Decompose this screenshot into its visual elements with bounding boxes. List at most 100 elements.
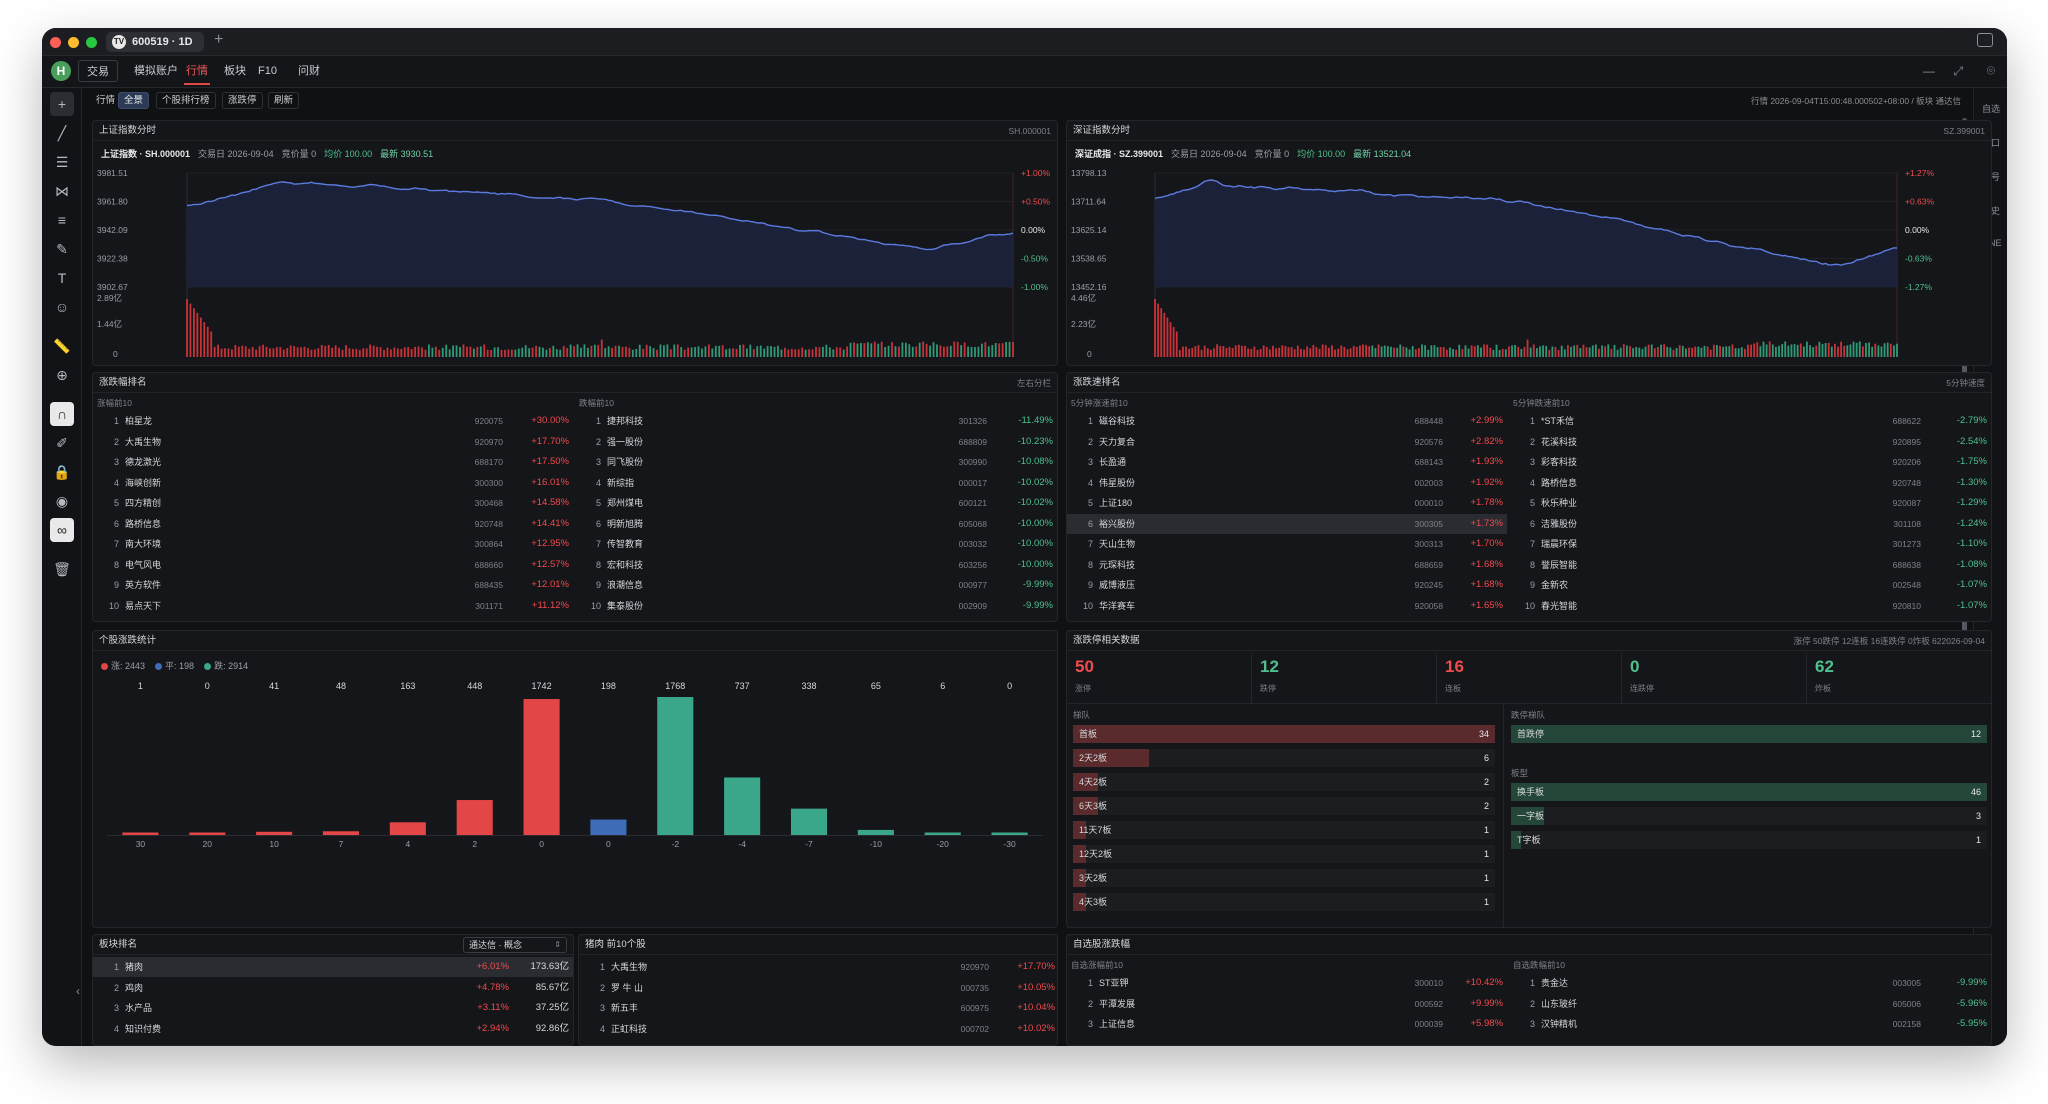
ladder-row[interactable]: 2天2板 6	[1073, 749, 1495, 767]
ladder-row[interactable]: 6天3板 2	[1073, 797, 1495, 815]
lock-drawing-icon[interactable]: ✐	[56, 435, 68, 451]
subnav-ranking[interactable]: 个股排行榜	[156, 92, 216, 109]
list-item[interactable]: 3 上证信息 000039 +5.98%	[1067, 1014, 1507, 1034]
list-item[interactable]: 7 瑞晨环保 301273 -1.10%	[1509, 534, 1991, 554]
zoom-in-icon[interactable]: ⊕	[56, 367, 68, 383]
list-item[interactable]: 6 明新旭腾 605068 -10.00%	[575, 514, 1057, 534]
ladder-row[interactable]: 首板 34	[1073, 725, 1495, 743]
list-item[interactable]: 2 罗 牛 山 000735 +10.05%	[579, 978, 1057, 998]
ladder-row[interactable]: 3天2板 1	[1073, 869, 1495, 887]
ladder-row[interactable]: 4天2板 2	[1073, 773, 1495, 791]
emoji-icon[interactable]: ☺	[54, 299, 70, 315]
list-item[interactable]: 8 电气风电 688660 +12.57%	[93, 555, 573, 575]
list-item[interactable]: 2 花溪科技 920895 -2.54%	[1509, 432, 1991, 452]
list-item[interactable]: 4 知识付费 +2.94% 92.86亿	[93, 1019, 573, 1039]
sector-source-select[interactable]: 通达信 · 概念 ⇕	[463, 937, 567, 953]
list-item[interactable]: 5 四方精创 300468 +14.58%	[93, 493, 573, 513]
sz-intraday-chart[interactable]: 13798.13 +1.27% 13711.64 +0.63% 13625.14 0.00…	[1067, 161, 1992, 366]
list-item[interactable]: 9 威博液压 920245 +1.68%	[1067, 575, 1507, 595]
list-item[interactable]: 1 猪肉 +6.01% 173.63亿	[93, 957, 573, 977]
refresh-button[interactable]: 刷新	[268, 92, 300, 109]
ladder-row[interactable]: T字板 1	[1511, 831, 1987, 849]
list-item[interactable]: 6 路桥信息 920748 +14.41%	[93, 514, 573, 534]
minimize-window-button[interactable]	[68, 37, 79, 48]
text-icon[interactable]: T	[57, 270, 67, 286]
list-item[interactable]: 9 金新农 002548 -1.07%	[1509, 575, 1991, 595]
list-item[interactable]: 7 传智教育 003032 -10.00%	[575, 534, 1057, 554]
list-item[interactable]: 4 海峡创新 300300 +16.01%	[93, 473, 573, 493]
list-item[interactable]: 1 大禹生物 920970 +17.70%	[579, 957, 1057, 977]
list-item[interactable]: 2 山东玻纤 605006 -5.96%	[1509, 994, 1991, 1014]
list-item[interactable]: 4 伟星股份 002003 +1.92%	[1067, 473, 1507, 493]
ladder-row[interactable]: 12天2板 1	[1073, 845, 1495, 863]
list-item[interactable]: 1 贵金达 003005 -9.99%	[1509, 973, 1991, 993]
menu-item-2[interactable]: 行情	[178, 60, 216, 85]
list-item[interactable]: 8 宏和科技 603256 -10.00%	[575, 555, 1057, 575]
ladder-row[interactable]: 4天3板 1	[1073, 893, 1495, 911]
ruler-icon[interactable]: 📏	[53, 338, 71, 354]
menu-item-0[interactable]: 交易	[78, 60, 118, 82]
list-item[interactable]: 3 长盈通 688143 +1.93%	[1067, 452, 1507, 472]
list-item[interactable]: 8 元琛科技 688659 +1.68%	[1067, 555, 1507, 575]
list-item[interactable]: 10 春光智能 920810 -1.07%	[1509, 596, 1991, 616]
list-item[interactable]: 7 南大环境 300864 +12.95%	[93, 534, 573, 554]
list-item[interactable]: 4 新综指 000017 -10.02%	[575, 473, 1057, 493]
trendline-icon[interactable]: ╱	[57, 125, 67, 141]
fib-icon[interactable]: ≡	[57, 212, 67, 228]
list-item[interactable]: 10 易点天下 301171 +11.12%	[93, 596, 573, 616]
link-icon[interactable]: ∞	[50, 518, 74, 542]
pattern-icon[interactable]: ⋈	[55, 183, 69, 199]
ladder-row[interactable]: 换手板 46	[1511, 783, 1987, 801]
list-item[interactable]: 6 洁雅股份 301108 -1.24%	[1509, 514, 1991, 534]
list-item[interactable]: 1 *ST禾信 688622 -2.79%	[1509, 411, 1991, 431]
layout-icon[interactable]	[1977, 33, 1993, 47]
list-item[interactable]: 4 路桥信息 920748 -1.30%	[1509, 473, 1991, 493]
subnav-limit[interactable]: 涨跌停	[222, 92, 263, 109]
list-item[interactable]: 9 浪潮信息 000977 -9.99%	[575, 575, 1057, 595]
list-item[interactable]: 1 ST亚钾 300010 +10.42%	[1067, 973, 1507, 993]
magnet-icon[interactable]: ∩	[50, 402, 74, 426]
list-item[interactable]: 7 天山生物 300313 +1.70%	[1067, 534, 1507, 554]
minimize-panel-icon[interactable]: —	[1923, 64, 1935, 78]
brush-icon[interactable]: ✎	[56, 241, 68, 257]
list-item[interactable]: 3 同飞股份 300990 -10.08%	[575, 452, 1057, 472]
list-item[interactable]: 2 强一股份 688809 -10.23%	[575, 432, 1057, 452]
list-item[interactable]: 6 裕兴股份 300305 +1.73%	[1067, 513, 1507, 534]
list-item[interactable]: 10 集泰股份 002909 -9.99%	[575, 596, 1057, 616]
list-item[interactable]: 5 秋乐种业 920087 -1.29%	[1509, 493, 1991, 513]
ladder-row[interactable]: 首跌停 12	[1511, 725, 1987, 743]
list-item[interactable]: 9 英方软件 688435 +12.01%	[93, 575, 573, 595]
list-item[interactable]: 3 水产品 +3.11% 37.25亿	[93, 998, 573, 1018]
lock-icon[interactable]: 🔒	[53, 464, 71, 480]
list-item[interactable]: 3 彩客科技 920206 -1.75%	[1509, 452, 1991, 472]
list-item[interactable]: 1 捷邦科技 301326 -11.49%	[575, 411, 1057, 431]
symbol-tab[interactable]: TV 600519 · 1D	[106, 32, 204, 52]
close-window-button[interactable]	[50, 37, 61, 48]
list-item[interactable]: 5 上证180 000010 +1.78%	[1067, 493, 1507, 513]
list-item[interactable]: 1 磁谷科技 688448 +2.99%	[1067, 411, 1507, 431]
ladder-row[interactable]: 一字板 3	[1511, 807, 1987, 825]
expand-icon[interactable]: ⤢	[1953, 64, 1963, 78]
horizontal-lines-icon[interactable]: ☰	[55, 154, 69, 170]
right-tool-watchlist[interactable]: 自选	[1981, 104, 2000, 114]
list-item[interactable]: 3 德龙激光 688170 +17.50%	[93, 452, 573, 472]
collapse-sidebar-icon[interactable]: ‹	[76, 984, 80, 998]
list-item[interactable]: 3 汉钟精机 002158 -5.95%	[1509, 1014, 1991, 1034]
list-item[interactable]: 1 柏星龙 920075 +30.00%	[93, 411, 573, 431]
app-logo[interactable]: H	[51, 61, 71, 81]
list-item[interactable]: 8 誉辰智能 688638 -1.08%	[1509, 555, 1991, 575]
subnav-overview[interactable]: 全景	[118, 92, 150, 109]
list-item[interactable]: 3 新五丰 600975 +10.04%	[579, 998, 1057, 1018]
menu-item-3[interactable]: 板块	[224, 65, 246, 77]
ladder-row[interactable]: 11天7板 1	[1073, 821, 1495, 839]
list-item[interactable]: 5 郑州煤电 600121 -10.02%	[575, 493, 1057, 513]
list-item[interactable]: 2 天力复合 920576 +2.82%	[1067, 432, 1507, 452]
menu-item-1[interactable]: 模拟账户	[134, 65, 178, 77]
trash-icon[interactable]: 🗑	[53, 561, 71, 577]
camera-icon[interactable]: ⌾	[1986, 62, 1995, 78]
new-tab-button[interactable]: +	[214, 31, 224, 48]
menu-item-4[interactable]: F10	[258, 65, 277, 77]
subnav-quote[interactable]: 行情	[96, 95, 116, 106]
eye-icon[interactable]: ◉	[55, 493, 69, 509]
list-item[interactable]: 2 大禹生物 920970 +17.70%	[93, 432, 573, 452]
